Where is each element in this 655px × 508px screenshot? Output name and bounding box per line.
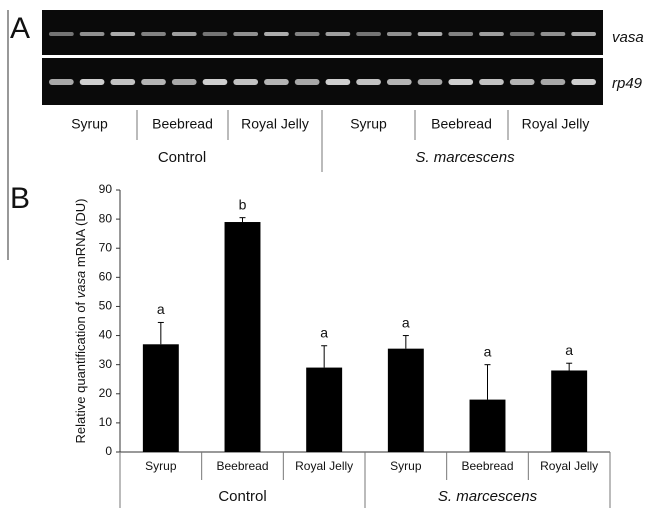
band <box>295 32 320 36</box>
y-tick-label: 50 <box>99 299 113 313</box>
band <box>541 32 566 36</box>
gene-label: rp49 <box>612 75 643 92</box>
y-tick-label: 60 <box>99 270 113 284</box>
band <box>80 79 105 85</box>
band <box>510 32 535 36</box>
band <box>141 32 166 36</box>
band <box>203 32 228 36</box>
band <box>233 32 258 36</box>
group-label: S. marcescens <box>415 149 515 166</box>
category-label: Beebread <box>152 116 213 132</box>
band <box>448 79 473 85</box>
gene-label: vasa <box>612 29 644 46</box>
x-tick-label: Beebread <box>461 459 513 473</box>
band <box>172 79 197 85</box>
bar <box>225 222 261 452</box>
band <box>295 79 320 85</box>
y-tick-label: 0 <box>105 444 112 458</box>
bar <box>470 400 506 452</box>
band <box>571 79 596 85</box>
band <box>110 32 135 36</box>
y-tick-label: 30 <box>99 357 113 371</box>
x-tick-label: Syrup <box>390 459 422 473</box>
category-label: Beebread <box>431 116 492 132</box>
band <box>203 79 228 85</box>
band <box>326 79 351 85</box>
y-label-part: mRNA (DU) <box>73 199 88 271</box>
y-tick-label: 10 <box>99 415 113 429</box>
significance-letter: a <box>157 301 165 317</box>
band <box>356 32 381 36</box>
y-tick-label: 70 <box>99 240 113 254</box>
band <box>387 32 412 36</box>
band <box>233 79 258 85</box>
category-label: Syrup <box>350 116 387 132</box>
band <box>479 32 504 36</box>
y-label-part: vasa <box>73 271 88 298</box>
bar <box>306 368 342 452</box>
group-label: Control <box>158 149 206 166</box>
band <box>571 32 596 36</box>
band <box>387 79 412 85</box>
band <box>479 79 504 85</box>
bar <box>143 344 179 452</box>
band <box>110 79 135 85</box>
band <box>141 79 166 85</box>
significance-letter: a <box>484 343 492 359</box>
y-axis-label: Relative quantification of vasa mRNA (DU… <box>73 199 88 444</box>
panel-label: B <box>10 182 30 215</box>
x-tick-label: Royal Jelly <box>295 459 353 473</box>
figure: A vasa rp49 B Relative quantification of… <box>0 0 655 508</box>
y-label-part: Relative quantification of <box>73 298 88 443</box>
band <box>448 32 473 36</box>
significance-letter: a <box>320 324 328 340</box>
band <box>418 79 443 85</box>
significance-letter: a <box>565 342 573 358</box>
category-label: Syrup <box>71 116 108 132</box>
bar <box>388 349 424 452</box>
group-label: S. marcescens <box>438 488 538 505</box>
x-tick-label: Royal Jelly <box>540 459 598 473</box>
y-tick-label: 20 <box>99 386 113 400</box>
band <box>356 79 381 85</box>
band <box>541 79 566 85</box>
band <box>80 32 105 36</box>
category-label: Royal Jelly <box>241 116 309 132</box>
y-tick-label: 80 <box>99 211 113 225</box>
band <box>49 79 74 85</box>
band <box>418 32 443 36</box>
band <box>264 79 289 85</box>
group-label: Control <box>218 488 266 505</box>
band <box>172 32 197 36</box>
band <box>326 32 351 36</box>
x-tick-label: Syrup <box>145 459 177 473</box>
panel-label: A <box>10 12 30 45</box>
band <box>510 79 535 85</box>
significance-letter: a <box>402 314 410 330</box>
x-tick-label: Beebread <box>216 459 268 473</box>
category-label: Royal Jelly <box>522 116 590 132</box>
band <box>49 32 74 36</box>
y-tick-label: 90 <box>99 182 113 196</box>
band <box>264 32 289 36</box>
y-tick-label: 40 <box>99 328 113 342</box>
bar <box>551 370 587 452</box>
significance-letter: b <box>239 196 247 212</box>
